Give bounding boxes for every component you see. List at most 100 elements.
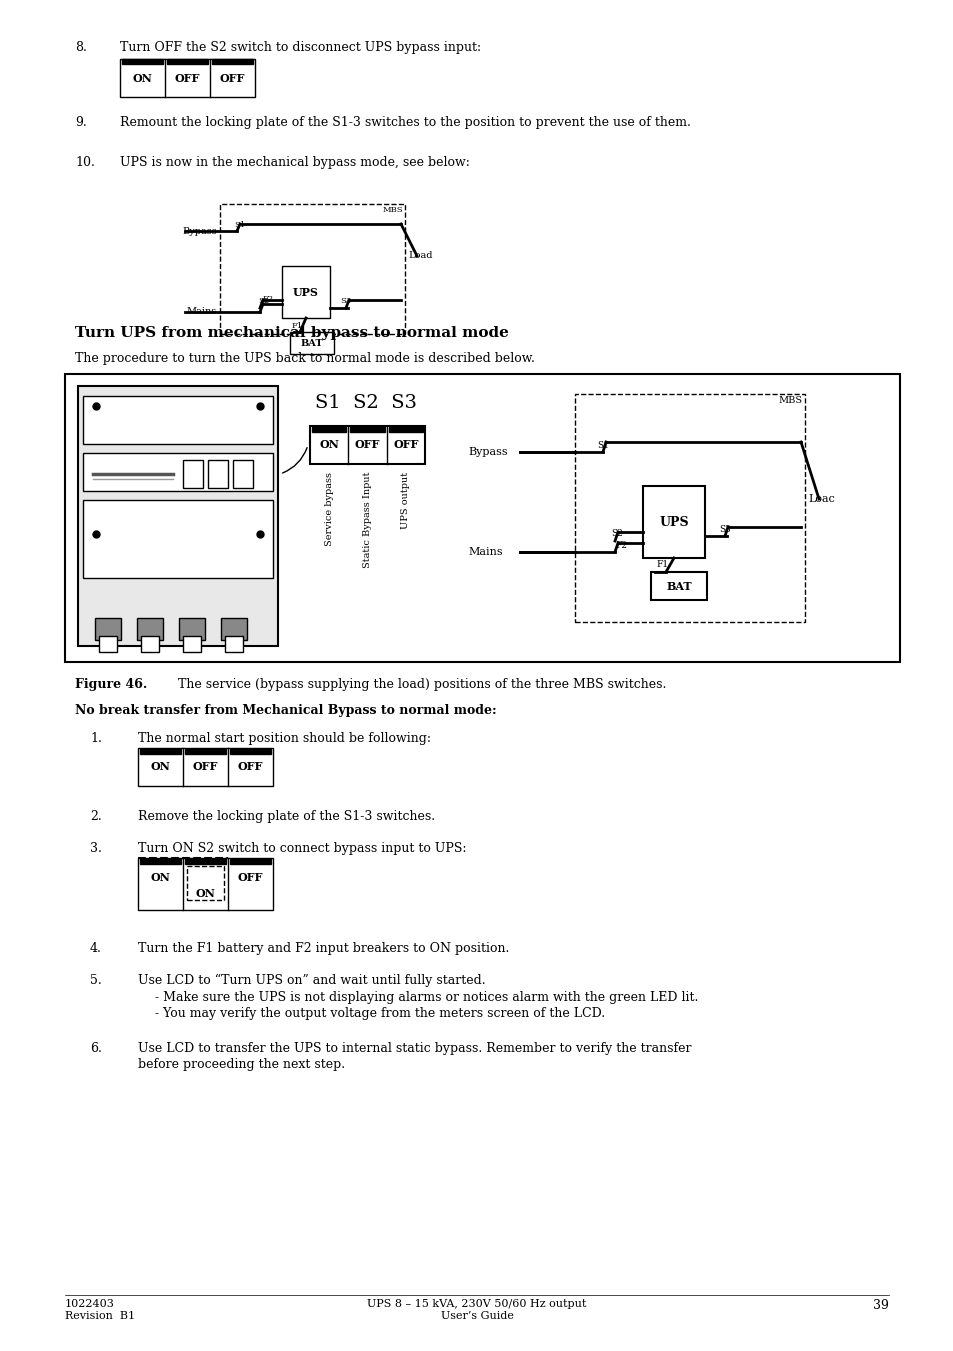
Text: - You may verify the output voltage from the meters screen of the LCD.: - You may verify the output voltage from…	[154, 1006, 604, 1020]
Bar	[65, 374, 899, 662]
Text: Bypass: Bypass	[468, 447, 507, 457]
Bar	[310, 426, 424, 463]
Text: 1.: 1.	[90, 732, 102, 744]
Bar	[230, 748, 271, 754]
Text: Turn OFF the S2 switch to disconnect UPS bypass input:: Turn OFF the S2 switch to disconnect UPS…	[120, 41, 480, 54]
Text: S1  S2  S3: S1 S2 S3	[314, 394, 416, 412]
Text: 2.: 2.	[90, 811, 102, 823]
Bar	[282, 266, 330, 317]
Text: UPS: UPS	[659, 516, 688, 528]
Text: MBS: MBS	[382, 205, 402, 213]
Bar	[350, 427, 384, 432]
Bar	[140, 859, 181, 865]
Text: ON: ON	[319, 439, 338, 450]
Bar	[221, 617, 247, 640]
Text: ON: ON	[132, 73, 152, 84]
Bar	[212, 59, 253, 63]
Text: BAT: BAT	[665, 581, 691, 592]
Text: Loac: Loac	[807, 494, 834, 504]
Bar	[575, 394, 804, 621]
Text: MBS: MBS	[778, 396, 802, 405]
Bar	[650, 571, 706, 600]
Text: Remove the locking plate of the S1-3 switches.: Remove the locking plate of the S1-3 swi…	[138, 811, 435, 823]
Text: 4.: 4.	[90, 942, 102, 955]
Bar	[290, 332, 334, 354]
Bar	[138, 858, 273, 911]
Bar	[83, 453, 273, 490]
Text: Mains: Mains	[187, 308, 216, 316]
Bar	[138, 748, 273, 786]
Text: Turn the F1 battery and F2 input breakers to ON position.: Turn the F1 battery and F2 input breaker…	[138, 942, 509, 955]
Text: No break transfer from Mechanical Bypass to normal mode:: No break transfer from Mechanical Bypass…	[75, 704, 497, 717]
Text: ON: ON	[151, 873, 171, 884]
Bar	[183, 636, 201, 653]
Text: - Make sure the UPS is not displaying alarms or notices alarm with the green LED: - Make sure the UPS is not displaying al…	[154, 992, 698, 1004]
Bar	[230, 859, 271, 865]
Bar	[120, 59, 254, 97]
Text: ON: ON	[151, 762, 171, 773]
Text: 5.: 5.	[90, 974, 102, 988]
Text: UPS: UPS	[293, 286, 318, 297]
Text: S1: S1	[597, 440, 608, 450]
Bar	[137, 617, 163, 640]
Bar	[185, 748, 226, 754]
Bar	[140, 748, 181, 754]
Bar	[233, 459, 253, 488]
Bar	[220, 204, 405, 334]
Text: Mains: Mains	[468, 547, 502, 557]
Text: F1: F1	[292, 322, 303, 330]
Text: F2: F2	[263, 295, 274, 303]
Bar	[99, 636, 117, 653]
Text: Remount the locking plate of the S1-3 switches to the position to prevent the us: Remount the locking plate of the S1-3 sw…	[120, 116, 690, 128]
Bar	[185, 859, 226, 865]
Text: OFF: OFF	[237, 873, 263, 884]
Bar	[122, 59, 163, 63]
Text: 1022403
Revision  B1: 1022403 Revision B1	[65, 1300, 135, 1320]
Text: UPS is now in the mechanical bypass mode, see below:: UPS is now in the mechanical bypass mode…	[120, 155, 470, 169]
Text: Load: Load	[408, 251, 432, 261]
Text: The normal start position should be following:: The normal start position should be foll…	[138, 732, 431, 744]
Text: OFF: OFF	[219, 73, 245, 84]
Bar	[183, 459, 203, 488]
Text: Figure 46.: Figure 46.	[75, 678, 147, 690]
Text: UPS output: UPS output	[401, 471, 410, 530]
Text: Service bypass: Service bypass	[324, 471, 334, 546]
Text: S1: S1	[233, 222, 245, 230]
Text: The procedure to turn the UPS back to normal mode is described below.: The procedure to turn the UPS back to no…	[75, 353, 535, 365]
Text: 6.: 6.	[90, 1042, 102, 1055]
Bar	[179, 617, 205, 640]
Bar	[312, 427, 346, 432]
Text: OFF: OFF	[193, 762, 218, 773]
Bar	[95, 617, 121, 640]
Bar	[167, 59, 208, 63]
Bar	[83, 396, 273, 444]
Text: Turn UPS from mechanical bypass to normal mode: Turn UPS from mechanical bypass to norma…	[75, 326, 508, 340]
Text: Bypass: Bypass	[182, 227, 216, 235]
Bar	[208, 459, 228, 488]
Text: 10.: 10.	[75, 155, 94, 169]
Text: Use LCD to “Turn UPS on” and wait until fully started.: Use LCD to “Turn UPS on” and wait until …	[138, 974, 485, 988]
Text: F1: F1	[656, 561, 667, 569]
Bar	[225, 636, 243, 653]
Text: S3: S3	[719, 526, 730, 534]
Bar	[187, 866, 224, 900]
Text: Use LCD to transfer the UPS to internal static bypass. Remember to verify the tr: Use LCD to transfer the UPS to internal …	[138, 1042, 691, 1055]
Text: F2: F2	[615, 540, 626, 550]
Bar	[642, 486, 704, 558]
Bar	[78, 386, 277, 646]
Text: S3: S3	[339, 297, 351, 305]
Bar	[388, 427, 422, 432]
Text: S2: S2	[610, 530, 622, 538]
Text: The service (bypass supplying the load) positions of the three MBS switches.: The service (bypass supplying the load) …	[178, 678, 666, 690]
Text: before proceeding the next step.: before proceeding the next step.	[138, 1058, 345, 1071]
Text: OFF: OFF	[355, 439, 380, 450]
Text: 3.: 3.	[90, 842, 102, 855]
Bar	[141, 636, 159, 653]
Text: Static Bypass Input: Static Bypass Input	[363, 471, 372, 569]
Text: OFF: OFF	[174, 73, 200, 84]
Text: UPS 8 – 15 kVA, 230V 50/60 Hz output
User’s Guide: UPS 8 – 15 kVA, 230V 50/60 Hz output Use…	[367, 1300, 586, 1320]
Text: 39: 39	[872, 1300, 888, 1312]
Text: BAT: BAT	[300, 339, 323, 347]
Text: OFF: OFF	[237, 762, 263, 773]
Text: Turn ON S2 switch to connect bypass input to UPS:: Turn ON S2 switch to connect bypass inpu…	[138, 842, 466, 855]
